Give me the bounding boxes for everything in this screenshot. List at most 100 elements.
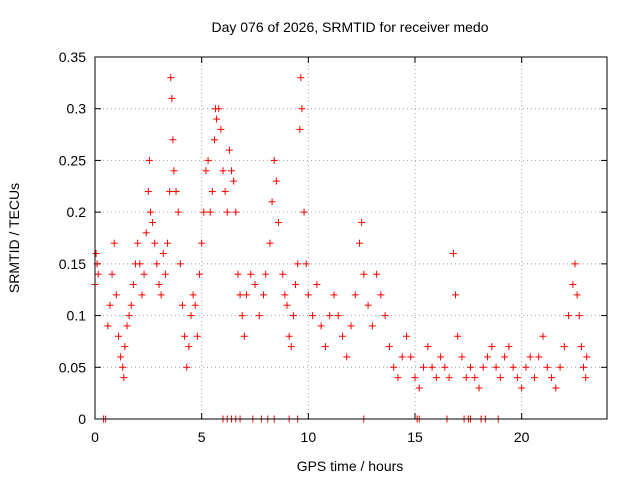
data-point — [407, 353, 415, 361]
data-point — [210, 136, 218, 144]
data-point — [287, 343, 295, 351]
data-point — [424, 343, 432, 351]
data-point — [300, 208, 308, 216]
data-point — [157, 291, 165, 299]
data-point — [539, 332, 547, 340]
data-point — [92, 250, 100, 258]
data-point — [168, 94, 176, 102]
data-point — [106, 301, 114, 309]
data-point — [127, 301, 135, 309]
data-point — [176, 260, 184, 268]
data-point — [272, 177, 280, 185]
data-point — [169, 136, 177, 144]
data-point — [112, 291, 120, 299]
data-point — [219, 167, 227, 175]
data-point — [411, 374, 419, 382]
data-point — [526, 353, 534, 361]
data-point — [238, 312, 246, 320]
data-point — [296, 125, 304, 133]
data-point — [198, 239, 206, 247]
data-point — [347, 322, 355, 330]
data-point — [358, 218, 366, 226]
data-point — [236, 291, 244, 299]
y-tick-label: 0.05 — [59, 359, 86, 375]
data-point — [270, 156, 278, 164]
data-point — [279, 270, 287, 278]
data-point — [119, 363, 127, 371]
data-point — [454, 332, 462, 340]
data-point — [193, 332, 201, 340]
data-point — [441, 363, 449, 371]
data-point — [428, 363, 436, 371]
data-point — [334, 312, 342, 320]
data-point — [394, 374, 402, 382]
data-point — [208, 187, 216, 195]
data-point — [313, 281, 321, 289]
data-point — [146, 208, 154, 216]
data-point — [242, 291, 250, 299]
data-point — [289, 312, 297, 320]
data-point — [166, 187, 174, 195]
data-point — [125, 312, 133, 320]
data-point — [104, 322, 112, 330]
data-point — [297, 74, 305, 82]
data-point — [492, 363, 500, 371]
data-point — [217, 125, 225, 133]
data-point — [509, 363, 517, 371]
data-point — [522, 363, 530, 371]
data-point — [462, 374, 470, 382]
data-point — [501, 353, 509, 361]
data-point — [172, 187, 180, 195]
data-point — [255, 312, 263, 320]
data-point — [390, 363, 398, 371]
data-point — [580, 363, 588, 371]
data-point — [368, 322, 376, 330]
data-point — [556, 363, 564, 371]
data-point — [573, 291, 581, 299]
x-tick-label: 15 — [407, 429, 423, 445]
data-point — [304, 291, 312, 299]
data-point — [174, 208, 182, 216]
data-point — [385, 343, 393, 351]
data-point — [151, 239, 159, 247]
data-point — [266, 239, 274, 247]
data-point — [159, 250, 167, 258]
data-point — [228, 167, 236, 175]
data-point — [530, 374, 538, 382]
data-point — [373, 270, 381, 278]
data-point — [458, 353, 466, 361]
x-tick-label: 10 — [301, 429, 317, 445]
data-point — [136, 260, 144, 268]
plot-frame — [94, 56, 608, 420]
data-point — [432, 374, 440, 382]
data-point — [577, 343, 585, 351]
data-point — [292, 281, 300, 289]
data-point — [153, 260, 161, 268]
data-point — [187, 312, 195, 320]
data-point — [402, 332, 410, 340]
data-point — [505, 343, 513, 351]
data-point — [223, 208, 231, 216]
y-tick-label: 0.35 — [59, 49, 86, 65]
data-point — [569, 281, 577, 289]
data-point — [191, 301, 199, 309]
data-point — [230, 177, 238, 185]
data-point — [351, 291, 359, 299]
data-point — [398, 353, 406, 361]
data-point — [513, 374, 521, 382]
grid — [95, 57, 607, 419]
data-point — [117, 353, 125, 361]
data-point — [552, 384, 560, 392]
data-point — [164, 239, 172, 247]
data-point — [496, 374, 504, 382]
y-tick-label: 0.1 — [67, 308, 87, 324]
data-point — [571, 260, 579, 268]
data-point — [138, 291, 146, 299]
data-point — [535, 353, 543, 361]
data-point — [452, 291, 460, 299]
data-point — [330, 291, 338, 299]
data-point — [140, 270, 148, 278]
data-point — [232, 208, 240, 216]
data-point — [155, 281, 163, 289]
